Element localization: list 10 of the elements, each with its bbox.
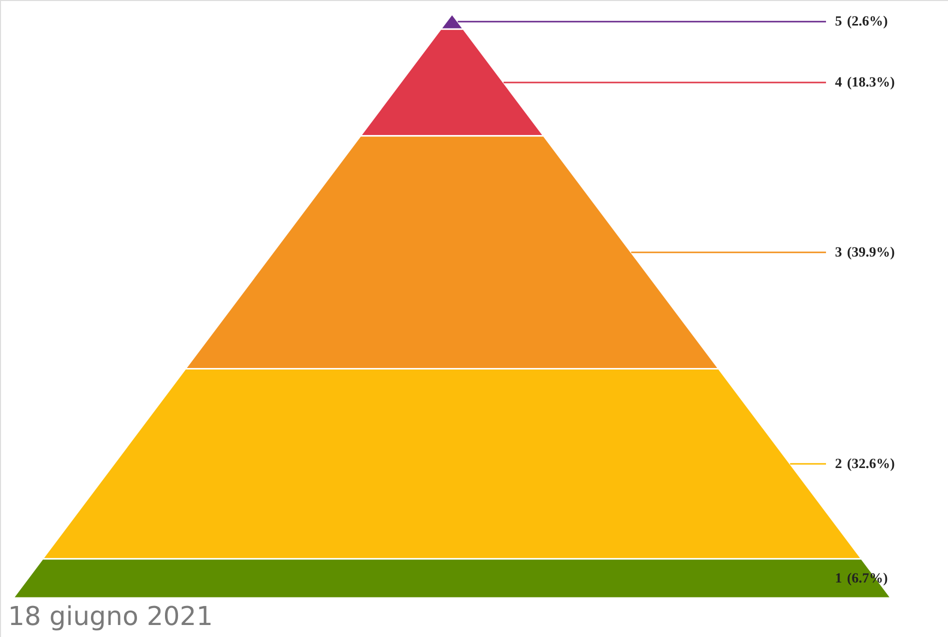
category-label: 2 — [835, 456, 842, 472]
data-label: (2.6%) — [847, 14, 888, 30]
data-label: (32.6%) — [847, 456, 896, 472]
text: 18 giugno 2021 — [8, 602, 213, 632]
category-label: 5 — [835, 14, 842, 30]
data-label: (39.9%) — [847, 245, 896, 260]
data-label: (18.3%) — [847, 76, 896, 91]
category-label: 3 — [835, 245, 842, 260]
category-label: 4 — [835, 76, 842, 91]
category-label: 1 — [835, 571, 842, 586]
